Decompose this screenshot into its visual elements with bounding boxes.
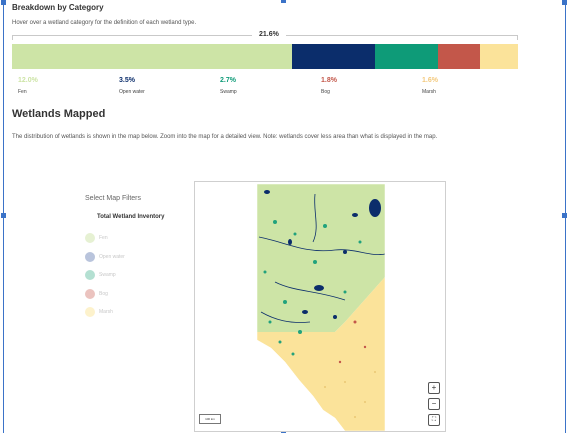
- filter-label-marsh: Marsh: [99, 309, 113, 315]
- filter-item-open-water[interactable]: Open water: [85, 252, 125, 262]
- resize-handle-top-right[interactable]: [562, 0, 567, 5]
- wetland-map-canvas[interactable]: [195, 182, 445, 431]
- map-scale-bar: 100 km: [199, 414, 221, 424]
- stat-bog[interactable]: 1.8% Bog: [321, 77, 337, 95]
- breakdown-title: Breakdown by Category: [12, 3, 104, 12]
- filter-dot-bog: [85, 289, 95, 299]
- stat-fen[interactable]: 12.0% Fen: [18, 77, 38, 95]
- total-bracket-left: [12, 35, 252, 36]
- stat-fen-label: Fen: [18, 89, 38, 95]
- filter-dot-open-water: [85, 252, 95, 262]
- stat-marsh-value: 1.6%: [422, 77, 438, 84]
- total-bracket-right: [286, 35, 518, 36]
- wetland-map[interactable]: [194, 181, 446, 432]
- stat-marsh-label: Marsh: [422, 89, 438, 95]
- breakdown-description: Hover over a wetland category for the de…: [12, 19, 196, 28]
- filter-dot-fen: [85, 233, 95, 243]
- bar-segment-fen[interactable]: [12, 44, 292, 69]
- stat-open-water-value: 3.5%: [119, 77, 145, 84]
- wetlands-mapped-description: The distribution of wetlands is shown in…: [12, 133, 522, 142]
- resize-handle-middle-left[interactable]: [1, 213, 6, 218]
- total-wetland-percent: 21.6%: [256, 31, 282, 38]
- bar-segment-open-water[interactable]: [292, 44, 375, 69]
- filter-label-fen: Fen: [99, 235, 108, 241]
- zoom-in-button[interactable]: +: [428, 382, 440, 394]
- filter-item-swamp[interactable]: Swamp: [85, 270, 116, 280]
- bar-segment-marsh[interactable]: [480, 44, 518, 69]
- stat-swamp-value: 2.7%: [220, 77, 237, 84]
- stat-open-water[interactable]: 3.5% Open water: [119, 77, 145, 95]
- map-filters-panel: Select Map Filters Total Wetland Invento…: [85, 195, 195, 220]
- resize-handle-top-left[interactable]: [1, 0, 6, 5]
- map-filters-subtitle: Total Wetland Inventory: [97, 214, 195, 220]
- stat-bog-value: 1.8%: [321, 77, 337, 84]
- filter-dot-swamp: [85, 270, 95, 280]
- filter-dot-marsh: [85, 307, 95, 317]
- stat-open-water-label: Open water: [119, 89, 145, 95]
- filter-item-marsh[interactable]: Marsh: [85, 307, 113, 317]
- stat-bog-label: Bog: [321, 89, 337, 95]
- category-stacked-bar: [12, 44, 518, 69]
- stat-swamp-label: Swamp: [220, 89, 237, 95]
- stat-swamp[interactable]: 2.7% Swamp: [220, 77, 237, 95]
- zoom-out-button[interactable]: −: [428, 398, 440, 410]
- filter-item-bog[interactable]: Bog: [85, 289, 108, 299]
- wetlands-mapped-title: Wetlands Mapped: [12, 108, 105, 120]
- stat-fen-value: 12.0%: [18, 77, 38, 84]
- resize-handle-middle-right[interactable]: [562, 213, 567, 218]
- bar-segment-bog[interactable]: [438, 44, 480, 69]
- stat-marsh[interactable]: 1.6% Marsh: [422, 77, 438, 95]
- map-filters-title: Select Map Filters: [85, 195, 195, 202]
- total-tick-left: [12, 35, 13, 40]
- total-tick-right: [517, 35, 518, 40]
- filter-label-bog: Bog: [99, 291, 108, 297]
- bar-segment-swamp[interactable]: [375, 44, 438, 69]
- fullscreen-button[interactable]: ⛶: [428, 414, 440, 426]
- filter-label-swamp: Swamp: [99, 272, 116, 278]
- filter-item-fen[interactable]: Fen: [85, 233, 108, 243]
- filter-label-open-water: Open water: [99, 254, 125, 260]
- resize-handle-top-center[interactable]: [281, 0, 286, 3]
